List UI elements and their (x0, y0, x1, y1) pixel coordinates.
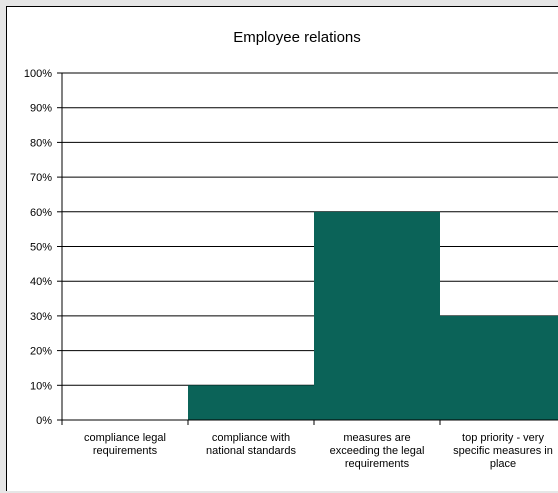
chart-title: Employee relations (233, 29, 361, 46)
y-tick-label: 30% (30, 311, 52, 323)
category-label: compliance with national standards (206, 432, 296, 457)
bar (188, 385, 314, 420)
y-tick-label: 40% (30, 276, 52, 288)
category-label: top priority - very specific measures in p… (453, 432, 553, 470)
y-tick-label: 60% (30, 207, 52, 219)
y-tick-label: 50% (30, 242, 52, 254)
y-tick-label: 20% (30, 346, 52, 358)
bar (314, 211, 440, 420)
bar (440, 315, 558, 420)
y-tick-label: 10% (30, 380, 52, 392)
y-tick-label: 0% (36, 415, 52, 427)
y-tick-label: 80% (30, 137, 52, 149)
category-label: measures are exceeding the legal requireme… (330, 432, 425, 470)
y-tick-label: 90% (30, 103, 52, 115)
y-tick-label: 100% (24, 68, 52, 80)
y-tick-label: 70% (30, 172, 52, 184)
category-label: compliance legal requirements (84, 432, 166, 457)
